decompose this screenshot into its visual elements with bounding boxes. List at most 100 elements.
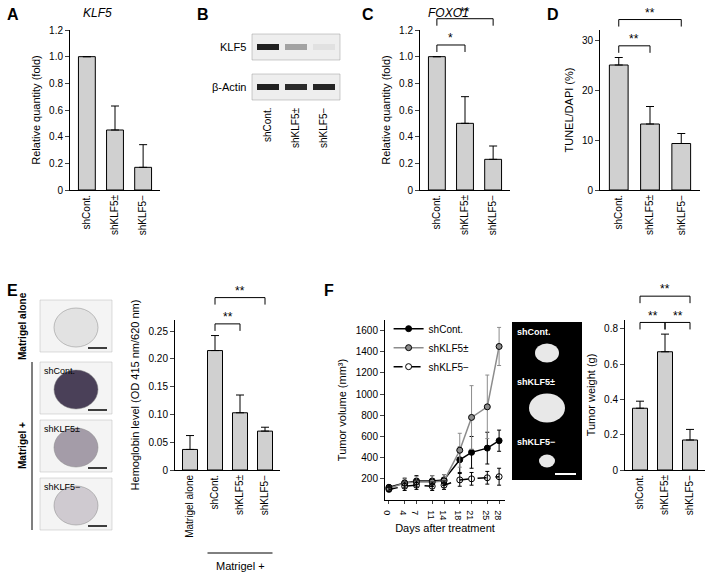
svg-text:**: ** xyxy=(460,5,470,19)
svg-text:C: C xyxy=(362,6,374,23)
svg-text:1600: 1600 xyxy=(356,325,379,336)
svg-text:Matrigel +: Matrigel + xyxy=(17,422,28,469)
svg-text:0.6: 0.6 xyxy=(399,105,413,116)
svg-text:0: 0 xyxy=(162,465,168,476)
svg-text:shKLF5±: shKLF5± xyxy=(659,474,670,514)
svg-text:**: ** xyxy=(673,309,683,323)
svg-text:shKLF5±: shKLF5± xyxy=(44,424,80,434)
svg-text:shKLF5±: shKLF5± xyxy=(517,377,555,387)
svg-text:**: ** xyxy=(648,309,658,323)
svg-text:shKLF5±: shKLF5± xyxy=(429,343,469,354)
svg-text:KLF5: KLF5 xyxy=(83,6,112,20)
svg-text:0.6: 0.6 xyxy=(604,359,618,370)
svg-text:shCont.: shCont. xyxy=(634,475,645,509)
svg-text:shKLF5−: shKLF5− xyxy=(429,362,469,373)
svg-text:4: 4 xyxy=(398,510,408,515)
svg-text:E: E xyxy=(7,282,18,299)
svg-text:0.8: 0.8 xyxy=(49,78,63,89)
svg-text:0.8: 0.8 xyxy=(604,323,618,334)
svg-text:KLF5: KLF5 xyxy=(220,41,246,53)
svg-text:11: 11 xyxy=(426,510,436,519)
svg-text:**: ** xyxy=(645,6,655,20)
svg-text:shCont.: shCont. xyxy=(44,366,75,376)
svg-text:10: 10 xyxy=(582,135,594,146)
svg-text:**: ** xyxy=(223,310,233,324)
svg-text:A: A xyxy=(7,6,19,23)
svg-text:0.4: 0.4 xyxy=(604,394,618,405)
svg-text:shCont.: shCont. xyxy=(81,195,92,229)
svg-text:FOXO1: FOXO1 xyxy=(428,6,469,20)
svg-text:1.0: 1.0 xyxy=(399,51,413,62)
svg-text:**: ** xyxy=(660,282,670,296)
svg-text:0.8: 0.8 xyxy=(399,78,413,89)
svg-text:Tumor volume (mm³): Tumor volume (mm³) xyxy=(336,359,348,461)
svg-text:F: F xyxy=(324,282,334,299)
svg-text:0.05: 0.05 xyxy=(149,437,169,448)
svg-text:*: * xyxy=(448,31,453,45)
svg-text:shCont.: shCont. xyxy=(613,195,624,229)
svg-text:1200: 1200 xyxy=(356,367,379,378)
svg-text:0: 0 xyxy=(612,465,618,476)
svg-text:0.4: 0.4 xyxy=(399,131,413,142)
svg-text:shKLF5−: shKLF5− xyxy=(517,437,555,447)
svg-text:shKLF5±: shKLF5± xyxy=(459,194,470,234)
svg-text:0.25: 0.25 xyxy=(149,326,169,337)
svg-text:β-Actin: β-Actin xyxy=(212,81,246,93)
svg-text:shKLF5−: shKLF5− xyxy=(44,482,80,492)
svg-text:D: D xyxy=(547,6,559,23)
svg-text:800: 800 xyxy=(361,410,378,421)
svg-text:**: ** xyxy=(235,284,245,298)
svg-text:1400: 1400 xyxy=(356,346,379,357)
svg-text:0.2: 0.2 xyxy=(49,158,63,169)
svg-text:1.2: 1.2 xyxy=(49,25,63,36)
svg-text:0: 0 xyxy=(587,185,593,196)
svg-text:0: 0 xyxy=(382,510,392,515)
svg-text:0.2: 0.2 xyxy=(399,158,413,169)
svg-text:Relative quantity (fold): Relative quantity (fold) xyxy=(30,55,42,164)
svg-text:Relative quantity (fold): Relative quantity (fold) xyxy=(380,55,392,164)
svg-text:1000: 1000 xyxy=(356,389,379,400)
svg-text:shKLF5±: shKLF5± xyxy=(290,108,301,148)
svg-text:shKLF5−: shKLF5− xyxy=(487,195,498,235)
svg-text:25: 25 xyxy=(481,510,491,520)
svg-text:shCont.: shCont. xyxy=(517,327,551,337)
svg-text:400: 400 xyxy=(361,452,378,463)
svg-text:shKLF5−: shKLF5− xyxy=(684,475,695,515)
svg-text:0.2: 0.2 xyxy=(604,429,618,440)
svg-text:28: 28 xyxy=(493,510,503,520)
svg-text:shKLF5±: shKLF5± xyxy=(234,474,245,514)
svg-text:20: 20 xyxy=(582,85,594,96)
svg-text:Matrigel alone: Matrigel alone xyxy=(17,292,28,360)
svg-text:B: B xyxy=(197,6,209,23)
svg-text:shKLF5±: shKLF5± xyxy=(644,194,655,234)
svg-text:7: 7 xyxy=(410,510,420,515)
svg-text:shCont.: shCont. xyxy=(262,108,273,142)
svg-text:shCont.: shCont. xyxy=(431,195,442,229)
svg-text:200: 200 xyxy=(361,473,378,484)
svg-text:0.20: 0.20 xyxy=(149,353,169,364)
svg-text:**: ** xyxy=(629,32,639,46)
svg-text:shKLF5−: shKLF5− xyxy=(137,195,148,235)
svg-text:shCont.: shCont. xyxy=(429,324,463,335)
svg-text:0: 0 xyxy=(407,185,413,196)
svg-text:600: 600 xyxy=(361,431,378,442)
svg-text:Matrigel alone: Matrigel alone xyxy=(184,475,195,538)
svg-text:TUNEL/DAPI (%): TUNEL/DAPI (%) xyxy=(563,68,575,153)
svg-text:Hemoglobin level (OD 415 nm/62: Hemoglobin level (OD 415 nm/620 nm) xyxy=(129,300,141,491)
svg-text:shKLF5−: shKLF5− xyxy=(259,475,270,515)
svg-text:14: 14 xyxy=(438,510,448,520)
svg-text:Matrigel +: Matrigel + xyxy=(216,560,265,572)
svg-text:0.15: 0.15 xyxy=(149,381,169,392)
svg-text:0: 0 xyxy=(57,185,63,196)
svg-text:21: 21 xyxy=(465,510,475,520)
svg-text:shKLF5±: shKLF5± xyxy=(109,194,120,234)
svg-text:1.0: 1.0 xyxy=(49,51,63,62)
svg-text:30: 30 xyxy=(582,35,594,46)
svg-text:shCont.: shCont. xyxy=(209,475,220,509)
svg-text:Tumor weight (g): Tumor weight (g) xyxy=(585,354,597,437)
svg-text:shKLF5−: shKLF5− xyxy=(318,108,329,148)
svg-text:0.6: 0.6 xyxy=(49,105,63,116)
svg-text:18: 18 xyxy=(453,510,463,520)
svg-text:Days after treatment: Days after treatment xyxy=(395,522,495,534)
svg-text:1.2: 1.2 xyxy=(399,25,413,36)
